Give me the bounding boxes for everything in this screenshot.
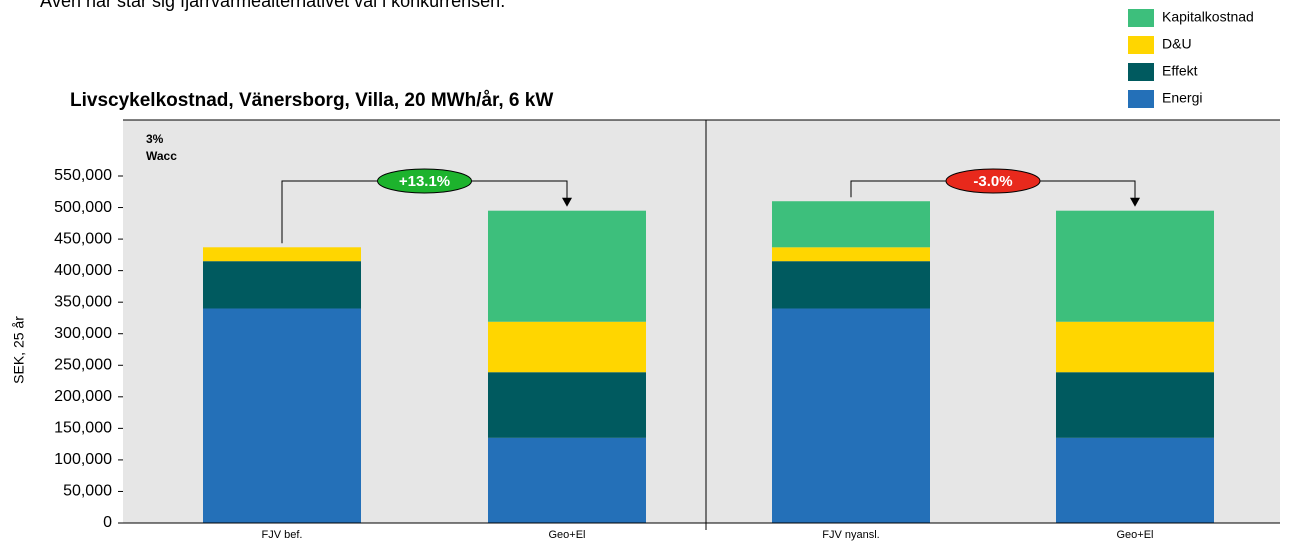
bar-segment: [1056, 210, 1214, 322]
legend-swatch: [1128, 9, 1154, 27]
legend-label: Effekt: [1162, 63, 1198, 79]
y-tick-label: 500,000: [54, 199, 112, 216]
x-tick-label: FJV nyansl.: [822, 529, 879, 541]
bar-segment: [488, 210, 646, 322]
annotation-arrowhead: [1130, 197, 1140, 207]
annotation-label: -3.0%: [973, 173, 1012, 190]
y-axis-label: SEK, 25 år: [11, 316, 27, 384]
y-tick-label: 200,000: [54, 388, 112, 405]
note: Wacc: [146, 149, 177, 163]
legend-swatch: [1128, 36, 1154, 54]
y-tick-label: 100,000: [54, 451, 112, 468]
y-tick-label: 300,000: [54, 325, 112, 342]
bar-segment: [772, 201, 930, 248]
legend-swatch: [1128, 63, 1154, 81]
bar-segment: [488, 321, 646, 373]
x-tick-label: Geo+El: [549, 529, 586, 541]
bar-segment: [1056, 372, 1214, 438]
annotation-label: +13.1%: [399, 173, 450, 190]
annotation-arrowhead: [562, 197, 572, 207]
y-tick-label: 250,000: [54, 356, 112, 373]
y-tick-label: 400,000: [54, 262, 112, 279]
legend-swatch: [1128, 90, 1154, 108]
x-tick-label: FJV bef.: [262, 529, 303, 541]
bar-segment: [488, 437, 646, 523]
x-tick-label: Geo+El: [1117, 529, 1154, 541]
note: 3%: [146, 132, 164, 146]
chart-title: Livscykelkostnad, Vänersborg, Villa, 20 …: [70, 90, 553, 111]
y-tick-label: 550,000: [54, 167, 112, 184]
y-tick-label: 0: [103, 514, 112, 531]
bar-segment: [772, 247, 930, 262]
legend-label: Kapitalkostnad: [1162, 9, 1254, 25]
heading: Även här står sig fjärrvärmealternativet…: [40, 0, 505, 11]
bar-segment: [203, 308, 361, 523]
bar-segment: [203, 247, 361, 262]
y-tick-label: 350,000: [54, 293, 112, 310]
bar-segment: [488, 372, 646, 438]
bar-segment: [203, 261, 361, 309]
bar-segment: [772, 308, 930, 523]
bar-segment: [772, 261, 930, 309]
annotation-badge: [945, 168, 1041, 194]
y-tick-label: 450,000: [54, 230, 112, 247]
bar-segment: [1056, 321, 1214, 373]
bar-segment: [1056, 437, 1214, 523]
y-tick-label: 150,000: [54, 420, 112, 437]
annotation-badge: [377, 168, 472, 194]
legend-label: D&U: [1162, 36, 1192, 52]
y-tick-label: 50,000: [63, 483, 112, 500]
legend-label: Energi: [1162, 90, 1202, 106]
